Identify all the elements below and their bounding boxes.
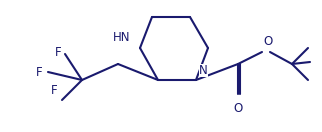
Text: F: F bbox=[36, 65, 43, 79]
Text: N: N bbox=[199, 64, 208, 77]
Text: O: O bbox=[263, 35, 272, 48]
Text: HN: HN bbox=[112, 31, 130, 44]
Text: F: F bbox=[52, 84, 58, 97]
Text: F: F bbox=[55, 46, 62, 59]
Text: O: O bbox=[233, 102, 242, 115]
